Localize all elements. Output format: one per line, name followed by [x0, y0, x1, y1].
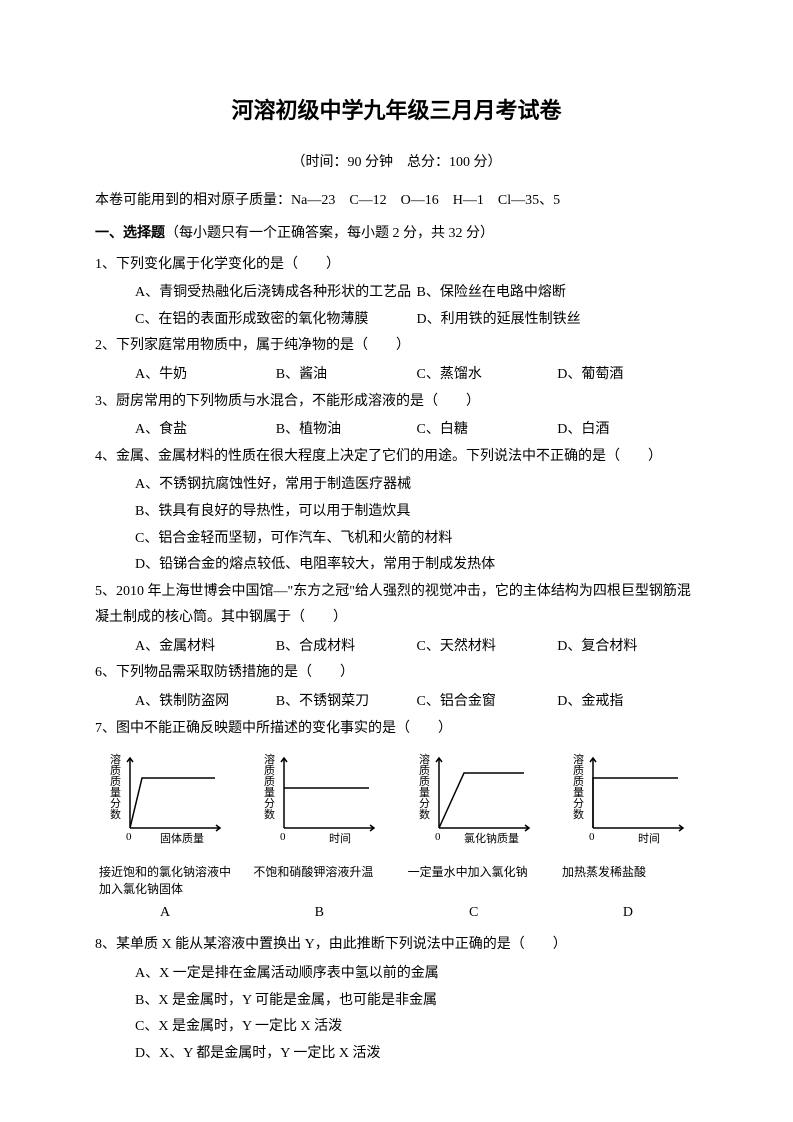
chart-c-caption: 一定量水中加入氯化钠 — [404, 864, 544, 898]
q3-opt-c: C、白糖 — [417, 417, 558, 444]
atomic-mass-line: 本卷可能用到的相对原子质量：Na—23 C—12 O—16 H—1 Cl—35、… — [95, 188, 698, 215]
q8-stem: 8、某单质 X 能从某溶液中置换出 Y，由此推断下列说法中正确的是（ ） — [95, 932, 698, 959]
q3-opt-a: A、食盐 — [135, 417, 276, 444]
svg-text:溶质质量分数: 溶质质量分数 — [264, 752, 275, 821]
q8-opt-a: A、X 一定是排在金属活动顺序表中氢以前的金属 — [135, 961, 698, 988]
q7-letter-a: A — [95, 900, 235, 927]
chart-d-curve — [593, 778, 678, 828]
q5-opt-d: D、复合材料 — [557, 634, 698, 661]
q7-charts: 溶质质量分数 0 固体质量 接近饱和的氯化钠溶液中加入氯化钠固体 溶质质量分数 … — [95, 748, 698, 898]
q2-options: A、牛奶 B、酱油 C、蒸馏水 D、葡萄酒 — [95, 362, 698, 389]
q4-stem: 4、金属、金属材料的性质在很大程度上决定了它们的用途。下列说法中不正确的是（ ） — [95, 444, 698, 471]
q3-stem: 3、厨房常用的下列物质与水混合，不能形成溶液的是（ ） — [95, 389, 698, 416]
svg-text:溶质质量分数: 溶质质量分数 — [419, 752, 430, 821]
q6-stem: 6、下列物品需采取防锈措施的是（ ） — [95, 660, 698, 687]
q3-options: A、食盐 B、植物油 C、白糖 D、白酒 — [95, 417, 698, 444]
q6-opt-d: D、金戒指 — [557, 689, 698, 716]
q7-chart-c: 溶质质量分数 0 氯化钠质量 一定量水中加入氯化钠 — [404, 748, 544, 898]
svg-text:0: 0 — [589, 831, 595, 843]
q6-opt-c: C、铝合金窗 — [417, 689, 558, 716]
q3-opt-d: D、白酒 — [557, 417, 698, 444]
svg-text:溶质质量分数: 溶质质量分数 — [573, 752, 584, 821]
q7-letter-b: B — [249, 900, 389, 927]
q1-options: A、青铜受热融化后浇铸成各种形状的工艺品 B、保险丝在电路中熔断 C、在铝的表面… — [95, 280, 698, 333]
q7-chart-d: 溶质质量分数 0 时间 加热蒸发稀盐酸 — [558, 748, 698, 898]
q7-letters: A B C D — [95, 900, 698, 927]
q5-opt-b: B、合成材料 — [276, 634, 417, 661]
q1-stem: 1、下列变化属于化学变化的是（ ） — [95, 252, 698, 279]
q7-chart-b: 溶质质量分数 0 时间 不饱和硝酸钾溶液升温 — [249, 748, 389, 898]
chart-a-caption: 接近饱和的氯化钠溶液中加入氯化钠固体 — [95, 864, 235, 898]
chart-d-xlabel: 时间 — [638, 832, 660, 845]
svg-text:0: 0 — [280, 831, 286, 843]
chart-a-curve — [130, 778, 215, 828]
q1-opt-d: D、利用铁的延展性制铁丝 — [417, 307, 699, 334]
q2-opt-c: C、蒸馏水 — [417, 362, 558, 389]
q8-options: A、X 一定是排在金属活动顺序表中氢以前的金属 B、X 是金属时，Y 可能是金属… — [95, 961, 698, 1067]
q1-opt-a: A、青铜受热融化后浇铸成各种形状的工艺品 — [135, 280, 417, 307]
q5-opt-a: A、金属材料 — [135, 634, 276, 661]
q7-letter-d: D — [558, 900, 698, 927]
chart-b-caption: 不饱和硝酸钾溶液升温 — [249, 864, 389, 898]
chart-b-xlabel: 时间 — [329, 832, 351, 845]
q5-opt-c: C、天然材料 — [417, 634, 558, 661]
section-1-note: （每小题只有一个正确答案，每小题 2 分，共 32 分） — [165, 226, 494, 241]
q6-opt-b: B、不锈钢菜刀 — [276, 689, 417, 716]
q8-opt-c: C、X 是金属时，Y 一定比 X 活泼 — [135, 1014, 698, 1041]
q3-opt-b: B、植物油 — [276, 417, 417, 444]
q8-opt-b: B、X 是金属时，Y 可能是金属，也可能是非金属 — [135, 988, 698, 1015]
q2-opt-d: D、葡萄酒 — [557, 362, 698, 389]
chart-a-xlabel: 固体质量 — [160, 831, 204, 845]
q6-options: A、铁制防盗网 B、不锈钢菜刀 C、铝合金窗 D、金戒指 — [95, 689, 698, 716]
q1-opt-b: B、保险丝在电路中熔断 — [417, 280, 699, 307]
q2-stem: 2、下列家庭常用物质中，属于纯净物的是（ ） — [95, 333, 698, 360]
chart-c-curve — [439, 773, 524, 828]
section-1-header: 一、选择题（每小题只有一个正确答案，每小题 2 分，共 32 分） — [95, 221, 698, 248]
q4-options: A、不锈钢抗腐蚀性好，常用于制造医疗器械 B、铁具有良好的导热性，可以用于制造炊… — [95, 472, 698, 578]
q8-opt-d: D、X、Y 都是金属时，Y 一定比 X 活泼 — [135, 1041, 698, 1068]
q1-opt-c: C、在铝的表面形成致密的氧化物薄膜 — [135, 307, 417, 334]
q7-chart-a: 溶质质量分数 0 固体质量 接近饱和的氯化钠溶液中加入氯化钠固体 — [95, 748, 235, 898]
chart-a-ylabel: 溶质质量分数 — [110, 752, 121, 821]
q4-opt-b: B、铁具有良好的导热性，可以用于制造炊具 — [135, 499, 698, 526]
q5-options: A、金属材料 B、合成材料 C、天然材料 D、复合材料 — [95, 634, 698, 661]
q2-opt-b: B、酱油 — [276, 362, 417, 389]
q4-opt-c: C、铝合金轻而坚韧，可作汽车、飞机和火箭的材料 — [135, 526, 698, 553]
chart-c-xlabel: 氯化钠质量 — [464, 831, 519, 845]
svg-text:0: 0 — [435, 831, 441, 843]
exam-info: （时间：90 分钟 总分：100 分） — [95, 150, 698, 177]
q2-opt-a: A、牛奶 — [135, 362, 276, 389]
q4-opt-d: D、铅锑合金的熔点较低、电阻率较大，常用于制成发热体 — [135, 552, 698, 579]
chart-a-origin: 0 — [126, 831, 132, 843]
q6-opt-a: A、铁制防盗网 — [135, 689, 276, 716]
chart-d-caption: 加热蒸发稀盐酸 — [558, 864, 698, 898]
q7-letter-c: C — [404, 900, 544, 927]
q5-stem: 5、2010 年上海世博会中国馆—"东方之冠"给人强烈的视觉冲击，它的主体结构为… — [95, 579, 698, 632]
q7-stem: 7、图中不能正确反映题中所描述的变化事实的是（ ） — [95, 716, 698, 743]
q4-opt-a: A、不锈钢抗腐蚀性好，常用于制造医疗器械 — [135, 472, 698, 499]
page-title: 河溶初级中学九年级三月月考试卷 — [95, 90, 698, 132]
section-1-label: 一、选择题 — [95, 226, 165, 241]
